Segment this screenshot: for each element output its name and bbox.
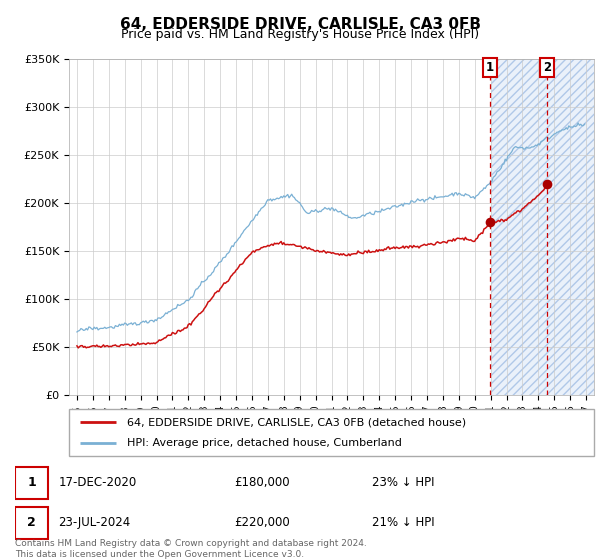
Text: 64, EDDERSIDE DRIVE, CARLISLE, CA3 0FB: 64, EDDERSIDE DRIVE, CARLISLE, CA3 0FB <box>119 17 481 32</box>
Text: 64, EDDERSIDE DRIVE, CARLISLE, CA3 0FB (detached house): 64, EDDERSIDE DRIVE, CARLISLE, CA3 0FB (… <box>127 417 466 427</box>
Text: 23-JUL-2024: 23-JUL-2024 <box>58 516 130 529</box>
Bar <box>491 59 594 395</box>
Text: £220,000: £220,000 <box>234 516 290 529</box>
Text: 21% ↓ HPI: 21% ↓ HPI <box>372 516 435 529</box>
Text: 2: 2 <box>543 60 551 74</box>
Text: 17-DEC-2020: 17-DEC-2020 <box>58 476 136 489</box>
Text: 1: 1 <box>28 476 36 489</box>
Text: HPI: Average price, detached house, Cumberland: HPI: Average price, detached house, Cumb… <box>127 438 401 448</box>
Text: Price paid vs. HM Land Registry's House Price Index (HPI): Price paid vs. HM Land Registry's House … <box>121 28 479 41</box>
Bar <box>491 59 594 395</box>
Text: Contains HM Land Registry data © Crown copyright and database right 2024.
This d: Contains HM Land Registry data © Crown c… <box>15 539 367 559</box>
FancyBboxPatch shape <box>69 409 594 456</box>
FancyBboxPatch shape <box>15 466 49 499</box>
Text: 23% ↓ HPI: 23% ↓ HPI <box>372 476 434 489</box>
FancyBboxPatch shape <box>15 506 49 539</box>
Text: 1: 1 <box>486 60 494 74</box>
Text: £180,000: £180,000 <box>234 476 290 489</box>
Text: 2: 2 <box>28 516 36 529</box>
